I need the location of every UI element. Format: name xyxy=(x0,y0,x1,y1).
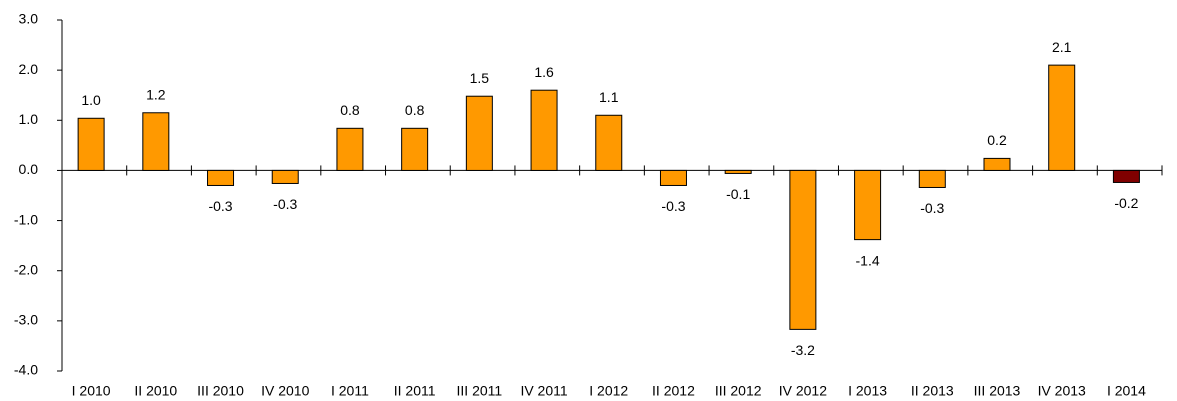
bar xyxy=(724,169,752,174)
bar xyxy=(595,114,623,171)
x-tick-label: II 2012 xyxy=(652,383,695,399)
data-label: 0.8 xyxy=(340,102,360,118)
bar xyxy=(1112,169,1140,183)
data-label: 1.6 xyxy=(534,64,554,80)
data-label: 1.0 xyxy=(81,92,101,108)
bar xyxy=(336,127,364,171)
bar xyxy=(983,157,1011,171)
data-label: -0.3 xyxy=(661,198,685,214)
x-tick-label: II 2010 xyxy=(134,383,177,399)
bar xyxy=(77,117,105,171)
bar xyxy=(207,169,235,186)
x-tick-label: I 2012 xyxy=(589,383,628,399)
x-tick-label: III 2012 xyxy=(715,383,762,399)
x-tick-label: IV 2013 xyxy=(1038,383,1086,399)
y-tick-label: 0.0 xyxy=(19,161,39,177)
bar xyxy=(530,89,558,171)
x-tick-label: I 2013 xyxy=(848,383,887,399)
x-tick-label: I 2011 xyxy=(331,383,369,399)
data-label: 0.2 xyxy=(987,132,1007,148)
data-label: -0.1 xyxy=(726,186,750,202)
bar xyxy=(854,169,882,241)
y-tick-label: 3.0 xyxy=(19,11,39,27)
bar xyxy=(1048,64,1076,171)
data-label: 1.5 xyxy=(470,70,490,86)
bar xyxy=(271,169,299,184)
bar xyxy=(465,95,493,171)
x-tick-label: II 2011 xyxy=(394,383,436,399)
data-label: -0.2 xyxy=(1114,195,1138,211)
y-tick-label: -4.0 xyxy=(14,362,38,378)
y-tick-label: 2.0 xyxy=(19,61,39,77)
x-tick-label: I 2010 xyxy=(72,383,111,399)
y-tick-label: 1.0 xyxy=(19,111,39,127)
y-tick-label: -3.0 xyxy=(14,312,38,328)
y-tick-label: -2.0 xyxy=(14,261,38,277)
bar xyxy=(401,127,429,171)
y-tick-label: -1.0 xyxy=(14,211,38,227)
data-label: 0.8 xyxy=(405,102,425,118)
data-label: -0.3 xyxy=(208,198,232,214)
bar xyxy=(142,112,170,171)
data-label: 1.2 xyxy=(146,86,166,102)
bar xyxy=(918,169,946,188)
x-tick-label: III 2010 xyxy=(197,383,244,399)
data-label: -1.4 xyxy=(856,252,880,268)
data-label: -3.2 xyxy=(791,342,815,358)
x-tick-label: II 2013 xyxy=(911,383,954,399)
x-tick-label: IV 2011 xyxy=(520,383,567,399)
data-label: -0.3 xyxy=(273,196,297,212)
data-label: 1.1 xyxy=(599,89,619,105)
bar xyxy=(659,169,687,186)
data-label: -0.3 xyxy=(920,200,944,216)
data-label: 2.1 xyxy=(1052,39,1072,55)
x-tick-label: III 2013 xyxy=(974,383,1021,399)
bar xyxy=(789,169,817,330)
x-tick-label: I 2014 xyxy=(1107,383,1146,399)
x-tick-label: IV 2010 xyxy=(261,383,309,399)
x-tick-label: IV 2012 xyxy=(779,383,827,399)
x-tick-label: III 2011 xyxy=(457,383,503,399)
